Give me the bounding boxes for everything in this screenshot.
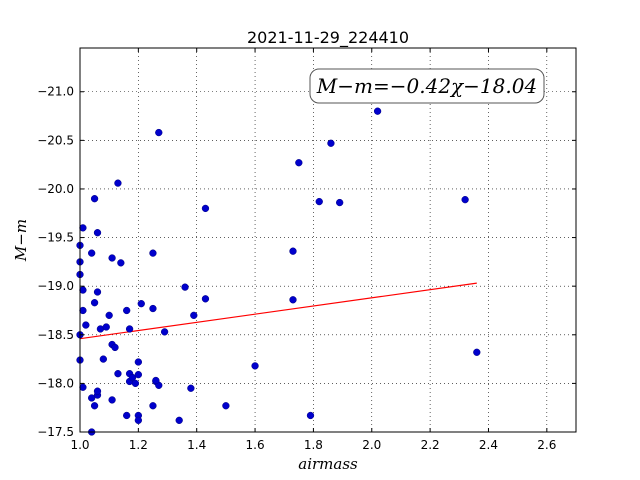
data-point bbox=[181, 283, 189, 291]
data-point bbox=[123, 411, 131, 420]
x-tick-label: 2.2 bbox=[421, 438, 440, 452]
y-tick-label: −20.5 bbox=[37, 133, 74, 147]
data-point bbox=[88, 249, 96, 257]
data-point bbox=[134, 358, 143, 366]
data-point bbox=[88, 394, 96, 402]
annotation-box bbox=[309, 68, 545, 104]
data-point bbox=[336, 198, 344, 207]
x-tick-label: 1.0 bbox=[70, 438, 89, 452]
y-tick-label: −20.0 bbox=[37, 182, 74, 196]
data-point bbox=[82, 321, 90, 329]
y-tick-label: −19.5 bbox=[37, 231, 74, 245]
data-point bbox=[137, 300, 145, 308]
data-point bbox=[90, 402, 99, 410]
data-point bbox=[90, 299, 99, 307]
data-point bbox=[114, 179, 122, 187]
x-tick-label: 1.8 bbox=[304, 438, 323, 452]
data-point bbox=[187, 384, 195, 392]
y-tick-label: −19.0 bbox=[37, 279, 74, 293]
data-point bbox=[289, 296, 297, 304]
data-point bbox=[306, 411, 315, 420]
data-point bbox=[79, 224, 87, 232]
data-point bbox=[461, 196, 469, 204]
data-point bbox=[79, 383, 87, 391]
axis-ticks: 1.0 1.2 1.4 1.6 1.8 2.0 2.2 2.4 2.6 −17.5 −18.0 −18… bbox=[37, 48, 576, 452]
data-point bbox=[149, 402, 157, 410]
data-point bbox=[327, 139, 335, 147]
data-point bbox=[155, 128, 163, 137]
data-point bbox=[134, 370, 143, 379]
data-point bbox=[105, 311, 113, 319]
data-point bbox=[102, 323, 110, 331]
data-point bbox=[131, 379, 140, 388]
data-point bbox=[222, 402, 230, 410]
data-point bbox=[149, 249, 157, 257]
plot-area bbox=[80, 48, 576, 432]
data-point bbox=[93, 229, 102, 237]
data-point bbox=[79, 286, 87, 294]
data-point bbox=[108, 254, 116, 262]
y-axis-label: M−m bbox=[12, 219, 30, 262]
data-point bbox=[473, 348, 481, 356]
fit-line bbox=[79, 282, 477, 340]
data-point bbox=[201, 204, 210, 213]
data-point bbox=[123, 306, 131, 315]
x-tick-label: 2.0 bbox=[362, 438, 381, 452]
data-point bbox=[152, 376, 160, 385]
x-axis-label: airmass bbox=[298, 455, 358, 473]
x-tick-label: 2.4 bbox=[479, 438, 498, 452]
data-point bbox=[175, 416, 183, 424]
data-point bbox=[373, 107, 382, 115]
data-point bbox=[134, 416, 143, 424]
data-point bbox=[149, 304, 157, 313]
data-point bbox=[315, 197, 323, 206]
x-tick-label: 1.4 bbox=[187, 438, 206, 452]
data-point bbox=[160, 328, 169, 336]
data-point bbox=[93, 387, 102, 395]
data-point bbox=[190, 311, 198, 319]
x-tick-label: 2.6 bbox=[537, 438, 556, 452]
data-point bbox=[125, 325, 134, 333]
data-point bbox=[99, 355, 107, 363]
data-point bbox=[111, 343, 119, 352]
chart-title: 2021-11-29_224410 bbox=[247, 28, 409, 48]
y-tick-label: −17.5 bbox=[37, 425, 74, 439]
fit-annotation: M−m=−0.42χ−18.04 bbox=[309, 68, 545, 104]
x-tick-label: 1.6 bbox=[246, 438, 265, 452]
x-tick-label: 1.2 bbox=[129, 438, 148, 452]
data-point bbox=[128, 373, 137, 382]
y-tick-label: −21.0 bbox=[37, 85, 74, 99]
fit-equation: M−m=−0.42χ−18.04 bbox=[316, 74, 537, 98]
data-point bbox=[289, 247, 297, 255]
data-point bbox=[108, 396, 116, 404]
data-point bbox=[114, 370, 122, 378]
data-point bbox=[90, 195, 99, 203]
y-tick-label: −18.5 bbox=[37, 328, 74, 342]
data-point bbox=[93, 288, 102, 296]
data-point bbox=[201, 295, 210, 303]
data-point bbox=[79, 306, 87, 315]
data-points bbox=[76, 107, 481, 436]
data-point bbox=[295, 159, 303, 167]
y-tick-label: −18.0 bbox=[37, 376, 74, 390]
data-point bbox=[117, 259, 125, 267]
plot-frame bbox=[79, 47, 577, 433]
data-point bbox=[251, 362, 259, 370]
